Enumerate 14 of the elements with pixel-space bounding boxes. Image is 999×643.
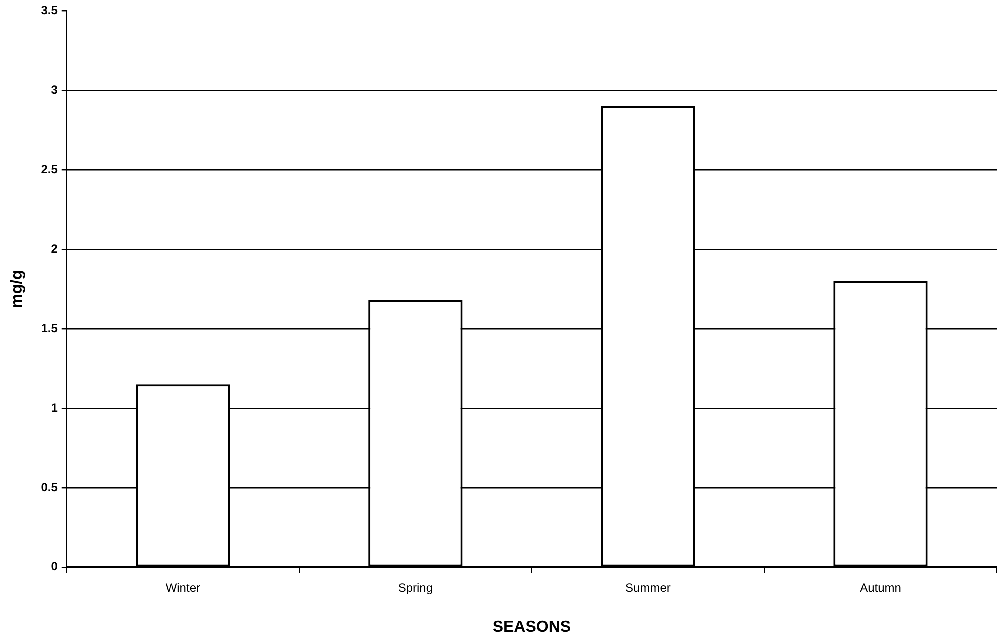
- y-tick-label: 2: [51, 242, 58, 256]
- x-tick-label: Winter: [166, 580, 200, 595]
- y-tick-label: 0: [51, 560, 58, 574]
- y-tick-label: 0.5: [41, 480, 58, 494]
- y-tick-label: 3: [51, 82, 58, 97]
- x-tick-label: Summer: [626, 580, 671, 595]
- x-tick-label: Autumn: [860, 580, 902, 595]
- y-tick-label: 1.5: [41, 321, 58, 336]
- y-tick-label: 3.5: [41, 4, 58, 18]
- y-tick-label: 1: [51, 400, 58, 415]
- x-axis-title: SEASONS: [492, 618, 572, 636]
- y-axis-title: mg/g: [9, 270, 26, 308]
- x-tick-label: Spring: [398, 580, 434, 595]
- y-tick-label: 2.5: [41, 162, 58, 176]
